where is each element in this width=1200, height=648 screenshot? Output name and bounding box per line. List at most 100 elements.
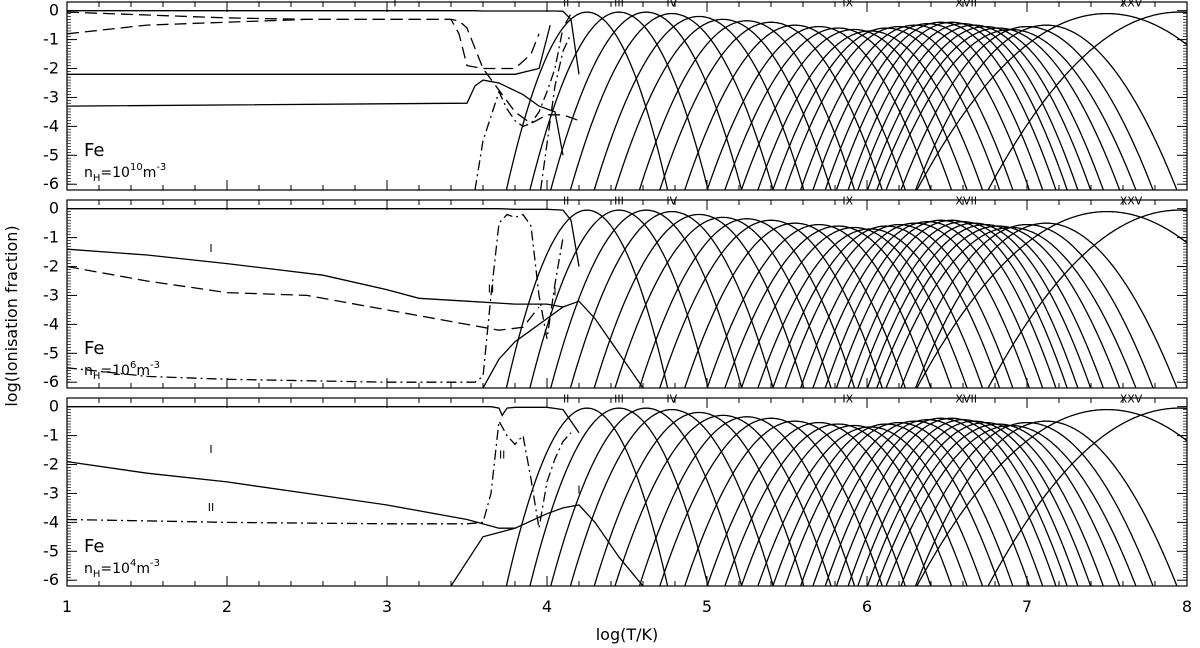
ion-peak-curve <box>505 11 669 190</box>
density-label-part: 6 <box>130 360 136 371</box>
series-solid <box>67 79 564 156</box>
y-tick-label: -6 <box>43 570 59 589</box>
ion-label: I <box>209 242 212 255</box>
density-label-part: H <box>93 173 101 184</box>
ion-peak-curve <box>740 28 968 190</box>
density-label-part: 10 <box>130 162 143 173</box>
ion-peak-curve <box>784 25 1014 190</box>
panels-group: 0-1-2-3-4-5-6I II III IV IX XVII XXVFenH=1010m… <box>43 0 1188 589</box>
x-tick-label: 2 <box>222 597 232 616</box>
y-tick-label: 0 <box>49 199 59 218</box>
ion-peak-curve <box>857 24 1092 190</box>
curves <box>67 10 1187 190</box>
ion-peak-curve <box>987 11 1187 190</box>
x-tick-label: 3 <box>382 597 392 616</box>
ion-label: XVII <box>955 194 977 207</box>
ion-peak-curve <box>824 219 1057 388</box>
density-label-part: m <box>143 165 157 181</box>
x-tick-label: 8 <box>1182 597 1192 616</box>
series-dashed <box>67 265 540 331</box>
ion-peak-curve <box>724 423 953 586</box>
ion-peak-curve <box>784 421 1014 586</box>
series-dashdot <box>539 33 572 190</box>
ion-peak-curve <box>614 216 832 388</box>
density-label-part: n <box>84 363 93 379</box>
ion-label: IX <box>842 392 853 405</box>
ion-peak-curve <box>569 408 774 586</box>
ion-peak-curve <box>987 407 1187 586</box>
ion-label: III <box>614 392 624 405</box>
ion-label: I <box>209 443 212 456</box>
ion-peak-curve <box>876 27 1121 190</box>
ion-peak-curve <box>593 411 805 586</box>
series-solid <box>67 406 580 434</box>
ion-peak-curve <box>914 222 1178 388</box>
ion-peak-curve <box>835 21 1068 190</box>
ion-peak-curve <box>900 25 1154 190</box>
ion-peak-curve <box>847 419 1079 586</box>
ion-peak-curve <box>835 417 1068 586</box>
y-tick-label: -3 <box>43 285 59 304</box>
density-label-part: =10 <box>100 561 130 577</box>
ion-peak-curve <box>659 21 883 190</box>
ion-peak-curve <box>569 210 774 388</box>
ion-label: IV <box>666 392 677 405</box>
y-tick-label: -2 <box>43 257 59 276</box>
series-dashed <box>67 18 580 125</box>
density-label-part: m <box>136 561 150 577</box>
series-dashdot <box>474 13 572 190</box>
ion-peak-curve <box>614 18 832 190</box>
ion-peak-curve <box>659 219 883 388</box>
ion-peak-curve <box>614 414 832 586</box>
series-solid <box>67 460 515 529</box>
panel-1: 0-1-2-3-4-5-6I II III IV IX XVII XXVFenH=1010m… <box>43 0 1188 193</box>
ion-peak-curve <box>876 423 1121 586</box>
plot-frame <box>66 397 1188 587</box>
density-label-part: n <box>84 165 93 181</box>
x-tick-label: 5 <box>702 597 712 616</box>
density-label: nH=106m-3 <box>84 360 160 382</box>
ion-peak-curve <box>550 11 743 190</box>
density-label-part: =10 <box>100 363 130 379</box>
density-label-part: -3 <box>156 162 166 173</box>
y-tick-label: -6 <box>43 174 59 193</box>
y-axis-label: log(Ionisation fraction) <box>2 225 21 406</box>
ion-peak-curve <box>569 12 774 190</box>
ion-peak-curve <box>772 27 1001 190</box>
y-tick-label: -4 <box>43 512 59 531</box>
y-tick-label: 0 <box>49 397 59 416</box>
ion-peak-curve <box>847 221 1079 388</box>
y-tick-label: -1 <box>43 228 59 247</box>
ion-peak-curve <box>757 426 984 586</box>
ion-peak-curve <box>824 417 1057 586</box>
ion-peak-curve <box>857 420 1092 586</box>
plot-frame <box>66 199 1188 389</box>
ion-label: I <box>393 0 396 9</box>
ion-peak-curve <box>799 222 1031 388</box>
ion-peak-curve <box>638 20 856 190</box>
y-tick-label: -3 <box>43 483 59 502</box>
ion-label: IX <box>842 194 853 207</box>
ion-peak-curve <box>835 219 1068 388</box>
ion-peak-curve <box>799 24 1031 190</box>
ion-label: II <box>563 0 570 9</box>
ion-label: I <box>577 483 580 496</box>
density-label-part: =10 <box>100 165 130 181</box>
x-tick-label: 6 <box>862 597 872 616</box>
plot-frame <box>66 1 1188 191</box>
ion-label: II <box>208 501 215 514</box>
y-tick-label: -2 <box>43 59 59 78</box>
ion-label: III <box>614 0 624 9</box>
ion-peak-curve <box>866 421 1104 586</box>
ion-label: XVII <box>955 0 977 9</box>
series-dashed <box>67 11 540 70</box>
ion-peak-curve <box>799 420 1031 586</box>
ion-peak-curve <box>505 407 669 586</box>
ion-peak-curve <box>824 21 1057 190</box>
ion-peak-curve <box>529 407 709 586</box>
curves <box>67 406 1187 586</box>
y-tick-label: -5 <box>43 343 59 362</box>
ion-peak-curve <box>916 408 1187 586</box>
curves <box>67 208 1187 388</box>
